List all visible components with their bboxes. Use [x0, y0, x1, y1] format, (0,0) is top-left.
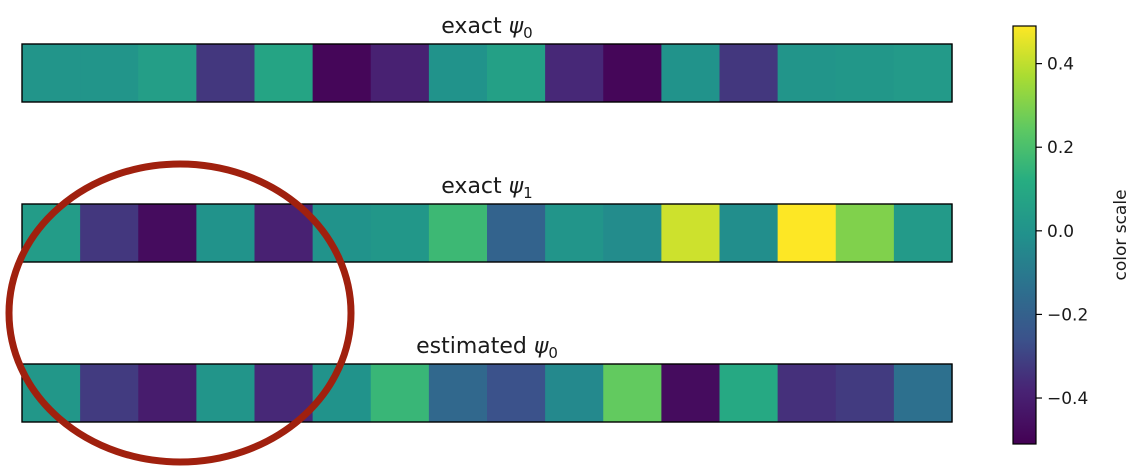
heatmap-cell — [487, 364, 546, 422]
colorbar-tick-label: 0.4 — [1047, 55, 1074, 75]
heatmap-cell — [428, 44, 488, 102]
colorbar-tick-label: −0.4 — [1047, 389, 1088, 409]
heatmap-cell — [661, 204, 721, 262]
psi-subscript: 1 — [523, 184, 533, 202]
heatmap-frame — [21, 43, 953, 103]
heatmap-cell — [719, 364, 779, 422]
psi-subscript: 0 — [523, 24, 533, 42]
psi-subscript: 0 — [548, 344, 558, 362]
heatmap-cell — [545, 44, 604, 102]
heatmap-cell — [370, 44, 430, 102]
heatmap-cell — [893, 364, 953, 422]
heatmap-cell — [661, 44, 721, 102]
panel-title-text: estimated — [416, 334, 534, 359]
heatmap-cell — [138, 44, 197, 102]
heatmap-cell — [603, 44, 662, 102]
heatmap-cell — [196, 44, 256, 102]
colorbar-tick-label: 0.2 — [1047, 138, 1074, 158]
psi-symbol: ψ — [509, 14, 524, 39]
heatmap-cell — [254, 44, 314, 102]
colorbar-gradient — [1012, 25, 1037, 445]
heatmap-cell — [603, 204, 662, 262]
heatmap-cell — [138, 204, 197, 262]
heatmap-frame — [21, 363, 953, 423]
psi-symbol: ψ — [509, 174, 524, 199]
heatmap-cell — [893, 204, 953, 262]
highlight-ellipse — [5, 160, 355, 466]
psi-symbol: ψ — [534, 334, 549, 359]
heatmap-cell — [719, 44, 779, 102]
heatmap-cell — [777, 364, 837, 422]
heatmap-panel-0: exact ψ0 — [21, 14, 953, 103]
heatmap-cell — [777, 44, 837, 102]
heatmap-cell — [487, 44, 546, 102]
heatmap-cell — [80, 204, 139, 262]
heatmap-cell — [545, 364, 604, 422]
heatmap-cell — [196, 364, 256, 422]
panel-title-text: exact — [441, 14, 508, 39]
heatmap-panel-2: estimated ψ0 — [21, 334, 953, 423]
colorbar-tick-label: −0.2 — [1047, 305, 1088, 325]
panel-title-text: exact — [441, 174, 508, 199]
colorbar-tick-label: 0.0 — [1047, 222, 1074, 242]
heatmap-cell — [487, 204, 546, 262]
heatmap-cell — [80, 44, 139, 102]
heatmap-cell — [545, 204, 604, 262]
panel-title: exact ψ1 — [441, 174, 532, 202]
heatmap-cell — [777, 204, 837, 262]
heatmap-cell — [80, 364, 139, 422]
heatmap-cell — [835, 364, 895, 422]
heatmap-cell — [22, 44, 81, 102]
panel-title: exact ψ0 — [441, 14, 532, 42]
panel-title: estimated ψ0 — [416, 334, 558, 362]
colorbar: 0.4 0.2 0.0 −0.2 −0.4 color scale — [1012, 25, 1131, 445]
colorbar-label: color scale — [1111, 189, 1131, 280]
heatmap-cell — [196, 204, 256, 262]
heatmap-frame — [21, 203, 953, 263]
heatmap-cell — [835, 204, 895, 262]
heatmap-cell — [138, 364, 197, 422]
heatmap-cell — [428, 204, 488, 262]
colorbar-ticks: 0.4 0.2 0.0 −0.2 −0.4 — [1036, 55, 1088, 409]
heatmap-cell — [893, 44, 953, 102]
heatmap-cell — [661, 364, 721, 422]
heatmap-cell — [428, 364, 488, 422]
heatmap-cell — [835, 44, 895, 102]
heatmap-cell — [719, 204, 779, 262]
heatmap-cell — [603, 364, 662, 422]
heatmap-cell — [312, 44, 372, 102]
heatmap-cell — [370, 364, 430, 422]
heatmap-cell — [370, 204, 430, 262]
heatmap-panel-1: exact ψ1 — [21, 174, 953, 263]
